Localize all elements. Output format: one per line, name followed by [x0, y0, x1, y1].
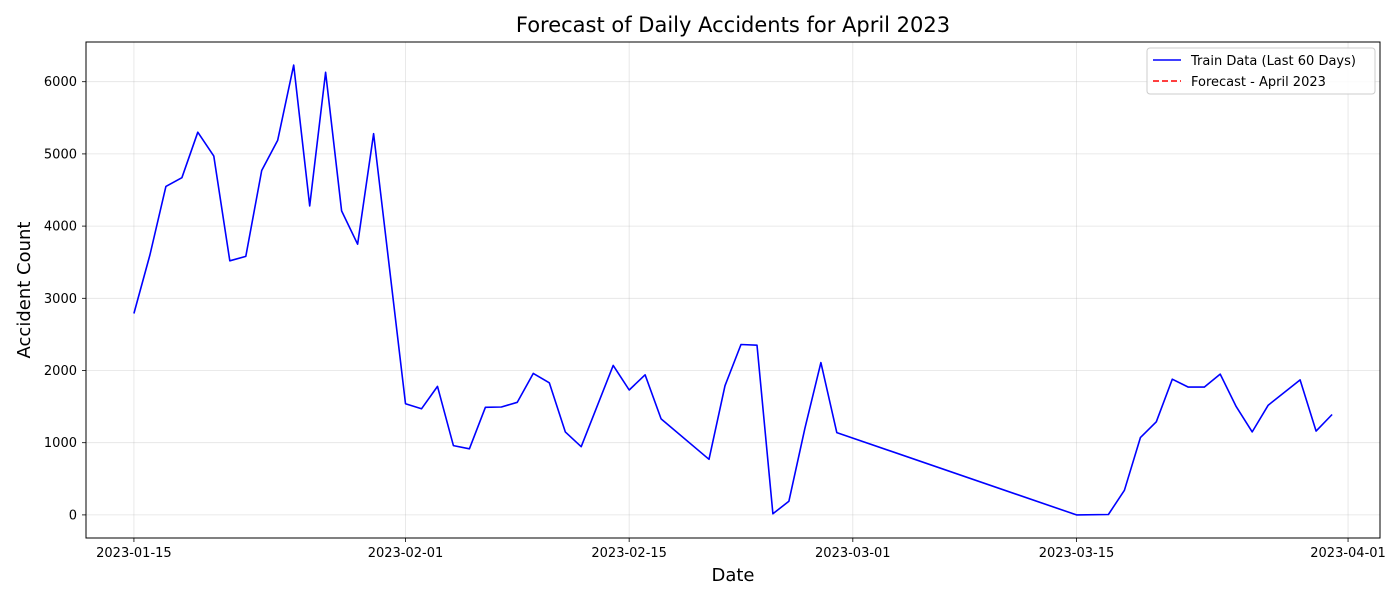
y-tick-label: 0 — [69, 508, 77, 523]
x-axis-label: Date — [711, 565, 754, 586]
grid-lines — [86, 42, 1380, 538]
y-tick-label: 5000 — [44, 147, 77, 162]
y-tick-label: 1000 — [44, 436, 77, 451]
chart-title: Forecast of Daily Accidents for April 20… — [516, 13, 950, 37]
x-axis-ticks: 2023-01-15 2023-02-01 2023-02-15 2023-03-01… — [96, 538, 1386, 561]
y-tick-label: 6000 — [44, 75, 77, 90]
legend-label-train: Train Data (Last 60 Days) — [1190, 54, 1356, 69]
y-tick-label: 4000 — [44, 220, 77, 235]
y-axis-label: Accident Count — [14, 222, 35, 359]
x-tick-label: 2023-03-15 — [1039, 546, 1115, 561]
series-line-train — [133, 64, 1333, 516]
x-tick-label: 2023-01-15 — [96, 546, 172, 561]
y-tick-label: 2000 — [44, 364, 77, 379]
legend: Train Data (Last 60 Days) Forecast - Apr… — [1146, 47, 1376, 95]
series-layer — [133, 64, 1333, 516]
x-tick-label: 2023-04-01 — [1310, 546, 1386, 561]
plot-frame — [85, 41, 1381, 539]
legend-box — [1146, 47, 1376, 95]
x-tick-label: 2023-02-01 — [368, 546, 444, 561]
x-tick-label: 2023-03-01 — [815, 546, 891, 561]
legend-label-forecast: Forecast - April 2023 — [1191, 75, 1326, 90]
y-axis-ticks: 0 1000 2000 3000 4000 5000 6000 — [44, 75, 86, 523]
x-tick-label: 2023-02-15 — [591, 546, 667, 561]
y-tick-label: 3000 — [44, 292, 77, 307]
